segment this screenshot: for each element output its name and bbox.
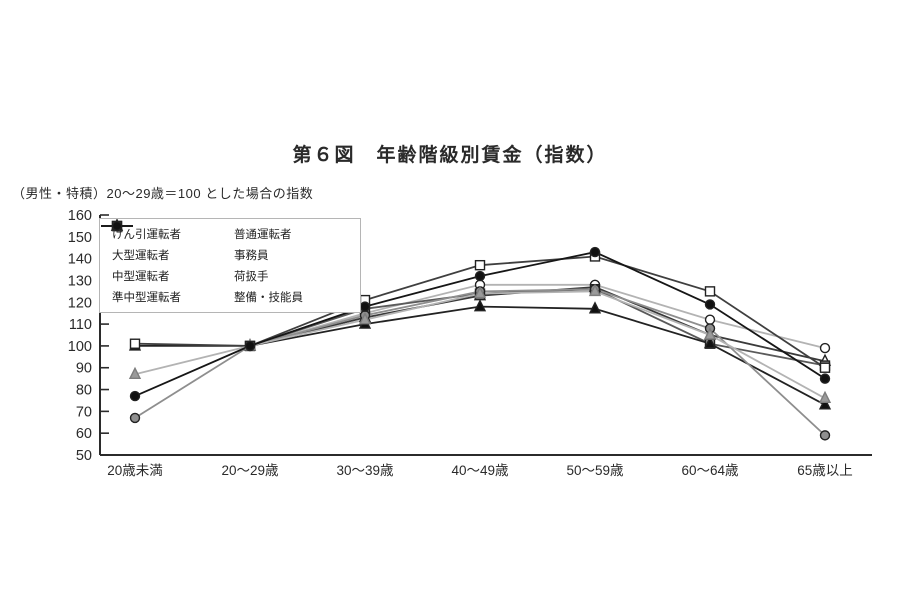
series-5-marker — [129, 412, 141, 424]
y-tick-label: 140 — [68, 252, 92, 268]
series-4-marker — [703, 336, 717, 349]
legend-label: 普通運転者 — [234, 229, 292, 241]
series-7-marker — [128, 366, 142, 379]
y-tick-label: 50 — [76, 448, 92, 464]
series-7-marker — [473, 285, 487, 299]
x-tick-label: 40～49歳 — [451, 463, 509, 478]
series-2-marker — [819, 342, 831, 354]
legend-label: 整備・技能員 — [234, 292, 303, 304]
x-tick-label: 20～29歳 — [221, 463, 279, 478]
series-7-marker — [703, 327, 717, 340]
y-tick-label: 90 — [76, 361, 92, 377]
legend-item: 準中型運転者 — [101, 219, 230, 307]
chart-legend: けん引運転者 普通運転者大型運転者 事務員中型運転者 荷扱手準中型運転者 整備・技能員 — [99, 218, 361, 313]
series-line-4 — [135, 305, 826, 406]
y-tick-label: 120 — [68, 295, 92, 311]
y-tick-label: 150 — [68, 230, 92, 246]
series-2-marker — [704, 314, 716, 325]
y-tick-label: 100 — [68, 339, 92, 355]
series-8-marker — [589, 246, 601, 258]
circle-black-glyph — [111, 220, 123, 232]
series-6-marker — [129, 338, 141, 349]
y-tick-label: 130 — [68, 273, 92, 289]
legend-item: 大型運転者 — [101, 220, 230, 265]
series-8-marker — [819, 373, 831, 384]
series-8-marker — [704, 299, 716, 310]
legend-item: 事務員 — [101, 220, 366, 265]
series-8-marker — [129, 390, 141, 402]
series-6-marker — [474, 259, 486, 271]
x-tick-label: 50～59歳 — [566, 463, 624, 478]
series-6-marker — [819, 362, 831, 373]
legend-item: 普通運転者 — [101, 220, 366, 244]
series-line-2 — [249, 283, 826, 349]
legend-label: 事務員 — [234, 250, 269, 262]
series-4-marker — [473, 299, 487, 312]
legend-label: 大型運転者 — [112, 250, 170, 262]
series-4-marker — [588, 301, 602, 314]
legend-label: 荷扱手 — [234, 271, 269, 283]
legend-item: 荷扱手 — [101, 219, 366, 286]
chart-title: 第６図 年齢階級別賃金（指数） — [292, 145, 608, 166]
legend-label: 中型運転者 — [112, 271, 170, 283]
series-5-marker — [819, 430, 831, 441]
x-tick-label: 65歳以上 — [797, 463, 853, 478]
legend-item: 中型運転者 — [101, 220, 230, 286]
legend-label: 準中型運転者 — [112, 292, 181, 304]
y-tick-label: 160 — [68, 208, 92, 224]
legend-item: 整備・技能員 — [101, 220, 366, 307]
series-8-marker — [474, 270, 486, 282]
series-7-marker — [358, 312, 372, 325]
series-7-marker — [818, 390, 832, 403]
legend-label: けん引運転者 — [112, 229, 181, 241]
x-tick-label: 60～64歳 — [681, 463, 739, 478]
series-7-marker — [588, 283, 602, 297]
series-4-marker — [818, 397, 832, 410]
x-tick-label: 20歳未満 — [107, 463, 163, 478]
y-tick-label: 60 — [76, 426, 92, 442]
y-tick-label: 70 — [76, 404, 92, 420]
y-tick-label: 110 — [69, 317, 92, 333]
y-tick-label: 80 — [76, 383, 92, 399]
chart-subtitle: （男性・特積）20～29歳＝100 とした場合の指数 — [12, 186, 314, 201]
x-tick-label: 30～39歳 — [336, 463, 394, 478]
series-6-marker — [704, 286, 716, 297]
circle-black-icon — [101, 220, 133, 232]
series-8-marker — [244, 340, 256, 352]
